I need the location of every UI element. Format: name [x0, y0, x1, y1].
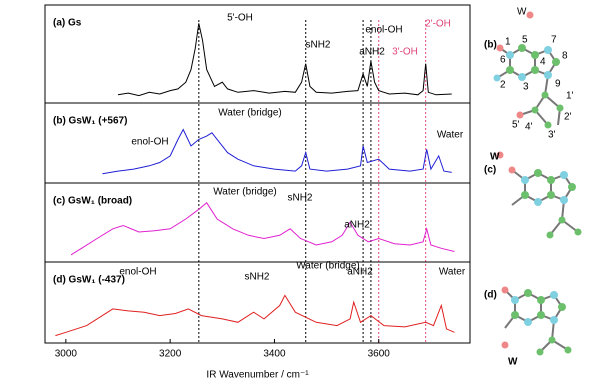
annotation: Water (bridge): [213, 187, 277, 198]
structure-label: 2: [500, 80, 506, 91]
annotation: 3'-OH: [392, 47, 418, 58]
spectrum: [55, 295, 454, 335]
structure-label: 6: [500, 55, 506, 66]
structure-label: 1: [505, 37, 511, 48]
annotation: sNH2: [305, 40, 330, 51]
annotation: enol-OH: [365, 25, 402, 36]
annotation: aNH2: [347, 267, 373, 278]
structure-label: 7: [551, 35, 557, 46]
annotation: Water: [437, 130, 464, 141]
structure-label: 5: [522, 35, 528, 46]
annotation: enol-OH: [119, 267, 156, 278]
structure-label: (d): [484, 290, 497, 301]
panel-label: (d) GsW₁ (-437): [53, 275, 125, 286]
structure-label: 4': [525, 122, 533, 133]
annotation: Water (bridge): [218, 108, 282, 119]
x-axis-label: IR Wavenumber / cm⁻¹: [206, 370, 309, 381]
panel-label: (b) GsW₁ (+567): [53, 116, 127, 127]
structure-label: W: [517, 7, 527, 18]
annotation: 2'-OH: [425, 19, 451, 30]
structure-label: 4: [540, 57, 546, 68]
structure-label: 5': [512, 120, 520, 131]
annotation: aNH2: [359, 47, 385, 58]
annotation: enol-OH: [131, 137, 168, 148]
panel-label: (a) Gs: [53, 18, 82, 29]
structure-label: 9: [555, 79, 561, 90]
annotation: 5'-OH: [227, 13, 253, 24]
x-tick-label: 3200: [159, 349, 182, 360]
structure-label: W: [490, 152, 500, 163]
structure-label: W: [508, 357, 518, 368]
structure-label: 1': [566, 91, 574, 102]
x-tick-label: 3400: [263, 349, 286, 360]
structure-label: (c): [484, 165, 496, 176]
structure-label: 3': [548, 130, 556, 141]
structure-label: 2': [564, 112, 572, 123]
structure-label: (b): [484, 40, 497, 51]
structure-label: 8: [562, 51, 568, 62]
structures: [494, 12, 582, 356]
structure-label: 3: [523, 82, 529, 93]
atoms-b: [494, 12, 564, 129]
annotation: aNH2: [344, 220, 370, 231]
figure: (a) Gs 5'-OH sNH2 aNH2 enol-OH 3'-OH 2'-OH (b) …: [0, 0, 589, 383]
spectrum: [71, 203, 454, 255]
annotation: sNH2: [244, 272, 269, 283]
panel-label: (c) GsW₁ (broad): [53, 196, 132, 207]
x-tick-label: 3000: [55, 349, 78, 360]
x-tick-label: 3600: [368, 349, 391, 360]
annotation: Water: [439, 267, 466, 278]
annotation: sNH2: [287, 193, 312, 204]
